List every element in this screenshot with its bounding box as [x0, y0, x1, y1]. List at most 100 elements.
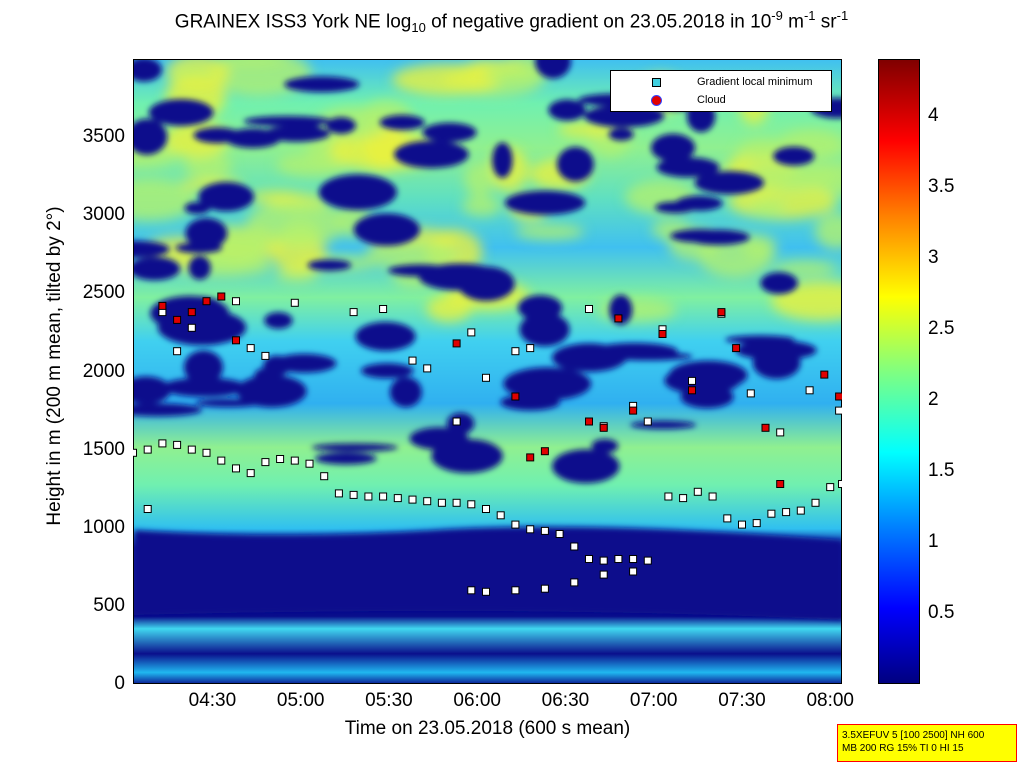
- gradient-minimum-marker: [805, 386, 814, 395]
- circle-marker-icon: [651, 95, 662, 106]
- markers-layer: [133, 292, 842, 596]
- y-tick-label: 1500: [82, 438, 125, 460]
- gradient-minimum-marker: [511, 520, 520, 529]
- gradient-minimum-marker: [290, 456, 299, 465]
- colorbar-tick-label: 1.5: [928, 459, 955, 481]
- legend: Gradient local minimum Cloud: [610, 70, 832, 112]
- heatmap-image: [134, 60, 841, 683]
- cloud-marker: [202, 297, 211, 306]
- square-marker-icon: [652, 78, 661, 87]
- x-tick-label: 05:30: [365, 690, 413, 711]
- colorbar-tick-label: 3.5: [928, 175, 955, 197]
- gradient-minimum-marker: [158, 439, 167, 448]
- gradient-minimum-marker: [570, 578, 579, 587]
- gradient-minimum-marker: [585, 305, 593, 313]
- gradient-minimum-marker: [555, 530, 564, 538]
- gradient-minimum-marker: [217, 456, 226, 465]
- gradient-minimum-marker: [305, 459, 314, 468]
- gradient-minimum-marker: [776, 428, 785, 437]
- gradient-minimum-marker: [540, 526, 549, 535]
- cloud-marker: [761, 423, 770, 432]
- gradient-minimum-marker: [738, 520, 746, 529]
- gradient-minimum-marker: [570, 542, 579, 551]
- y-tick-label: 3000: [82, 204, 125, 226]
- cloud-marker: [629, 406, 638, 415]
- gradient-minimum-marker: [276, 455, 285, 463]
- plot-area: [133, 59, 842, 684]
- y-tick-label: 2500: [82, 282, 125, 304]
- gradient-minimum-marker: [246, 344, 255, 353]
- gradient-minimum-marker: [423, 364, 432, 373]
- gradient-minimum-marker: [246, 469, 255, 478]
- gradient-minimum-marker: [838, 480, 842, 488]
- gradient-minimum-marker: [143, 445, 152, 454]
- gradient-minimum-marker: [782, 508, 791, 517]
- cloud-marker: [173, 315, 182, 324]
- colorbar-tick-label: 3: [928, 246, 939, 268]
- colorbar: [878, 59, 920, 684]
- gradient-minimum-marker: [467, 586, 476, 595]
- gradient-minimum-marker: [752, 519, 761, 528]
- gradient-minimum-marker: [290, 298, 299, 307]
- gradient-minimum-marker: [688, 376, 696, 385]
- gradient-minimum-marker: [173, 347, 182, 356]
- cloud-marker: [835, 392, 842, 401]
- gradient-minimum-marker: [467, 500, 476, 509]
- x-tick-label: 07:00: [629, 690, 678, 711]
- cloud-marker: [526, 453, 535, 462]
- gradient-minimum-marker: [320, 472, 329, 481]
- gradient-minimum-marker: [482, 505, 490, 513]
- cloud-marker: [585, 417, 593, 426]
- x-tick-label: 05:00: [276, 690, 325, 711]
- cloud-marker: [158, 301, 167, 310]
- gradient-minimum-marker: [767, 509, 776, 518]
- cloud-marker: [776, 480, 785, 488]
- gradient-minimum-marker: [526, 344, 535, 353]
- gradient-minimum-marker: [629, 567, 638, 576]
- cloud-marker: [717, 308, 726, 317]
- x-axis-label: Time on 23.05.2018 (600 s mean): [344, 718, 631, 739]
- cloud-marker: [452, 339, 461, 348]
- legend-label: Cloud: [697, 94, 726, 106]
- y-tick-label: 500: [93, 594, 125, 616]
- gradient-minimum-marker: [614, 555, 623, 563]
- chart-title: GRAINEX ISS3 York NE log10 of negative g…: [174, 8, 849, 36]
- cloud-marker: [599, 423, 608, 432]
- y-tick-label: 2000: [82, 360, 125, 382]
- gradient-minimum-marker: [511, 586, 520, 595]
- colorbar-tick-label: 1: [928, 530, 939, 552]
- gradient-minimum-marker: [496, 511, 505, 520]
- cloud-marker: [688, 386, 696, 395]
- colorbar-tick-label: 0.5: [928, 601, 955, 623]
- settings-infobox: 3.5XEFUV 5 [100 2500] NH 600 MB 200 RG 1…: [837, 724, 1017, 762]
- gradient-minimum-marker: [334, 489, 343, 498]
- gradient-minimum-marker: [482, 587, 490, 596]
- gradient-minimum-marker: [349, 308, 358, 317]
- gradient-minimum-marker: [232, 464, 240, 473]
- gradient-minimum-marker: [261, 458, 270, 467]
- cloud-marker: [732, 344, 741, 353]
- legend-label: Gradient local minimum: [697, 76, 813, 88]
- gradient-minimum-marker: [379, 492, 388, 501]
- cloud-marker: [820, 370, 829, 379]
- gradient-minimum-marker: [835, 406, 842, 415]
- colorbar-tick-label: 4: [928, 104, 939, 126]
- cloud-marker: [614, 314, 623, 323]
- y-tick-label: 1000: [82, 516, 125, 538]
- cloud-marker: [511, 392, 520, 401]
- gradient-minimum-marker: [511, 347, 520, 356]
- x-tick-label: 06:00: [453, 690, 501, 711]
- gradient-minimum-marker: [452, 498, 461, 507]
- gradient-minimum-marker: [187, 323, 196, 332]
- infobox-line: 3.5XEFUV 5 [100 2500] NH 600: [842, 730, 985, 741]
- gradient-minimum-marker: [364, 492, 373, 501]
- gradient-minimum-marker: [232, 297, 240, 306]
- cloud-marker: [232, 336, 240, 345]
- gradient-minimum-marker: [423, 497, 432, 506]
- gradient-minimum-marker: [173, 440, 182, 449]
- cloud-marker: [217, 292, 226, 301]
- gradient-minimum-marker: [723, 514, 732, 523]
- legend-item-gradient: Gradient local minimum: [611, 73, 833, 91]
- x-tick-label: 04:30: [188, 690, 237, 711]
- gradient-minimum-marker: [599, 570, 608, 579]
